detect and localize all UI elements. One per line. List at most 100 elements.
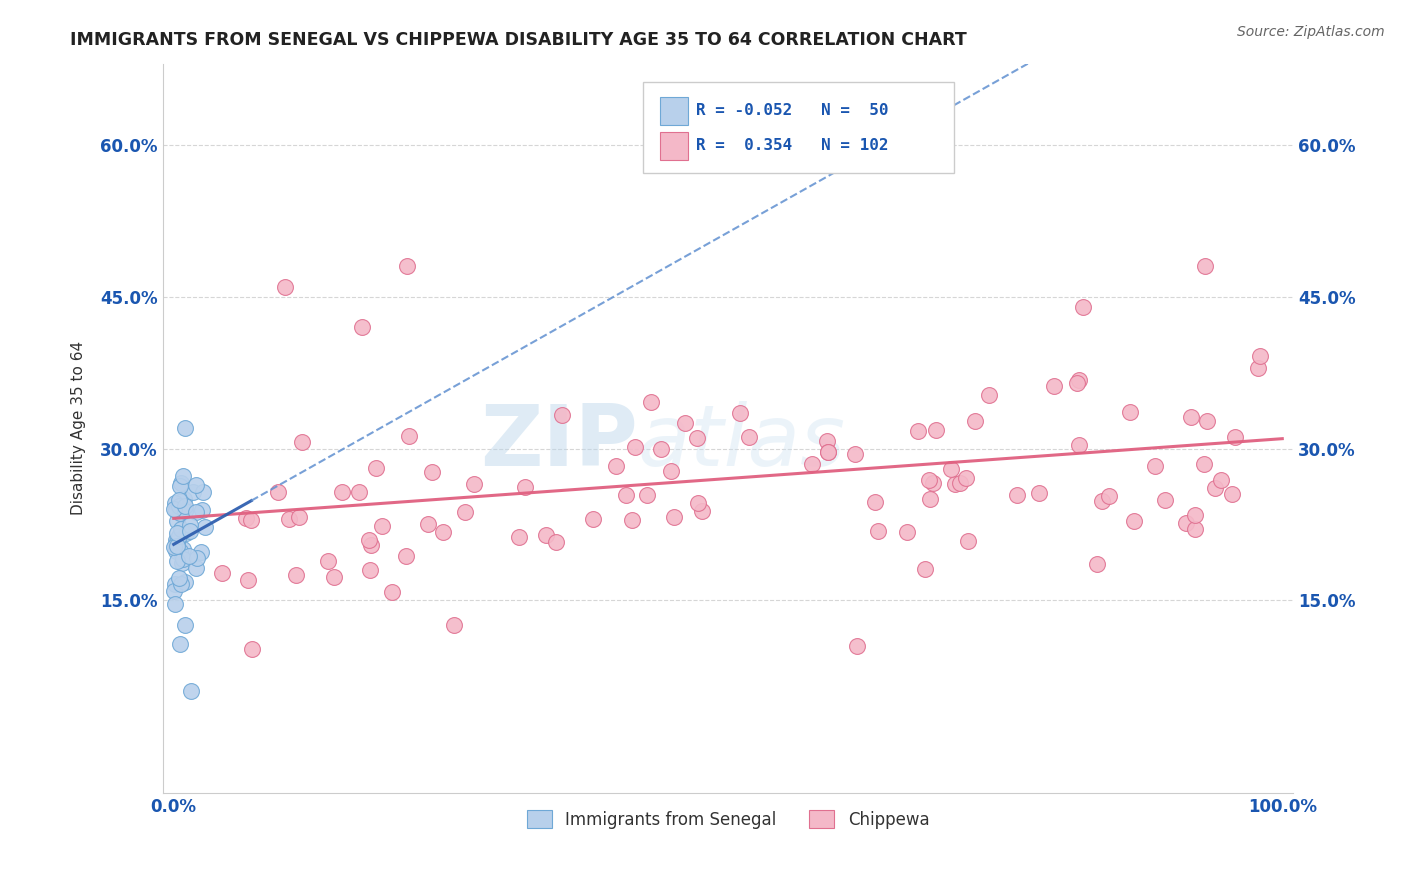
Point <box>801 457 824 471</box>
Point <box>163 501 186 516</box>
Point <box>1174 516 1197 530</box>
Point <box>165 541 187 555</box>
Point <box>347 485 370 500</box>
Point <box>844 446 866 460</box>
Point <box>267 485 290 500</box>
Point <box>211 566 233 580</box>
Point <box>914 562 936 576</box>
Point <box>186 561 208 575</box>
Text: Source: ZipAtlas.com: Source: ZipAtlas.com <box>1237 25 1385 39</box>
Text: IMMIGRANTS FROM SENEGAL VS CHIPPEWA DISABILITY AGE 35 TO 64 CORRELATION CHART: IMMIGRANTS FROM SENEGAL VS CHIPPEWA DISA… <box>70 31 967 49</box>
Point <box>640 395 662 409</box>
Point <box>536 528 558 542</box>
Point <box>1220 486 1243 500</box>
Point <box>925 423 948 437</box>
Point <box>1098 489 1121 503</box>
Point <box>166 554 188 568</box>
Point <box>662 510 685 524</box>
Point <box>165 597 187 611</box>
Point <box>186 550 208 565</box>
Point <box>398 429 420 443</box>
Point <box>169 571 191 585</box>
Point <box>1194 260 1216 274</box>
Point <box>582 512 605 526</box>
Y-axis label: Disability Age 35 to 64: Disability Age 35 to 64 <box>72 342 86 516</box>
Point <box>550 409 572 423</box>
Point <box>174 500 197 514</box>
Point <box>1247 360 1270 375</box>
Point <box>454 505 477 519</box>
Point <box>288 509 311 524</box>
Point <box>169 637 191 651</box>
Point <box>690 504 713 518</box>
Point <box>977 388 1000 402</box>
Point <box>170 522 193 536</box>
Point <box>508 530 530 544</box>
Text: R = -0.052   N =  50: R = -0.052 N = 50 <box>696 103 889 119</box>
Point <box>359 563 381 577</box>
Point <box>179 517 201 532</box>
Point <box>443 618 465 632</box>
Point <box>165 533 187 548</box>
Point <box>845 640 868 654</box>
FancyBboxPatch shape <box>643 82 955 173</box>
FancyBboxPatch shape <box>661 132 689 160</box>
Point <box>1067 373 1090 387</box>
Point <box>323 570 346 584</box>
Point <box>163 540 186 554</box>
Point <box>624 440 647 454</box>
Point <box>1123 514 1146 528</box>
Point <box>277 512 299 526</box>
Point <box>1119 405 1142 419</box>
Point <box>318 554 340 568</box>
Point <box>943 477 966 491</box>
Point <box>1249 349 1271 363</box>
Point <box>163 577 186 591</box>
Point <box>422 465 444 479</box>
Point <box>170 577 193 591</box>
Point <box>1043 379 1066 393</box>
Point <box>177 549 200 564</box>
Point <box>352 320 374 334</box>
Point <box>686 430 709 444</box>
Point <box>673 416 696 430</box>
Point <box>1028 486 1050 500</box>
Point <box>896 524 918 539</box>
Point <box>513 480 536 494</box>
Point <box>357 533 380 547</box>
Point <box>165 503 187 517</box>
Point <box>1071 300 1094 314</box>
Point <box>688 495 710 509</box>
Point <box>949 476 972 491</box>
Point <box>166 515 188 529</box>
Point <box>172 542 194 557</box>
Point <box>939 462 962 476</box>
Point <box>956 533 979 548</box>
Point <box>174 617 197 632</box>
FancyBboxPatch shape <box>661 97 689 125</box>
Point <box>605 459 627 474</box>
Point <box>738 430 761 444</box>
Point <box>463 476 485 491</box>
Point <box>179 524 201 538</box>
Legend: Immigrants from Senegal, Chippewa: Immigrants from Senegal, Chippewa <box>520 804 936 835</box>
Point <box>432 525 454 540</box>
Point <box>170 476 193 491</box>
Point <box>191 484 214 499</box>
Text: R =  0.354   N = 102: R = 0.354 N = 102 <box>696 138 889 153</box>
Point <box>184 478 207 492</box>
Point <box>371 519 394 533</box>
Point <box>621 513 644 527</box>
Point <box>1184 522 1206 536</box>
Point <box>1144 458 1167 473</box>
Point <box>191 503 214 517</box>
Point <box>284 568 307 582</box>
Point <box>1085 557 1108 571</box>
Point <box>863 495 886 509</box>
Point <box>174 575 197 590</box>
Point <box>817 434 839 448</box>
Point <box>418 517 440 532</box>
Point <box>614 488 637 502</box>
Point <box>868 524 890 538</box>
Point <box>235 511 257 525</box>
